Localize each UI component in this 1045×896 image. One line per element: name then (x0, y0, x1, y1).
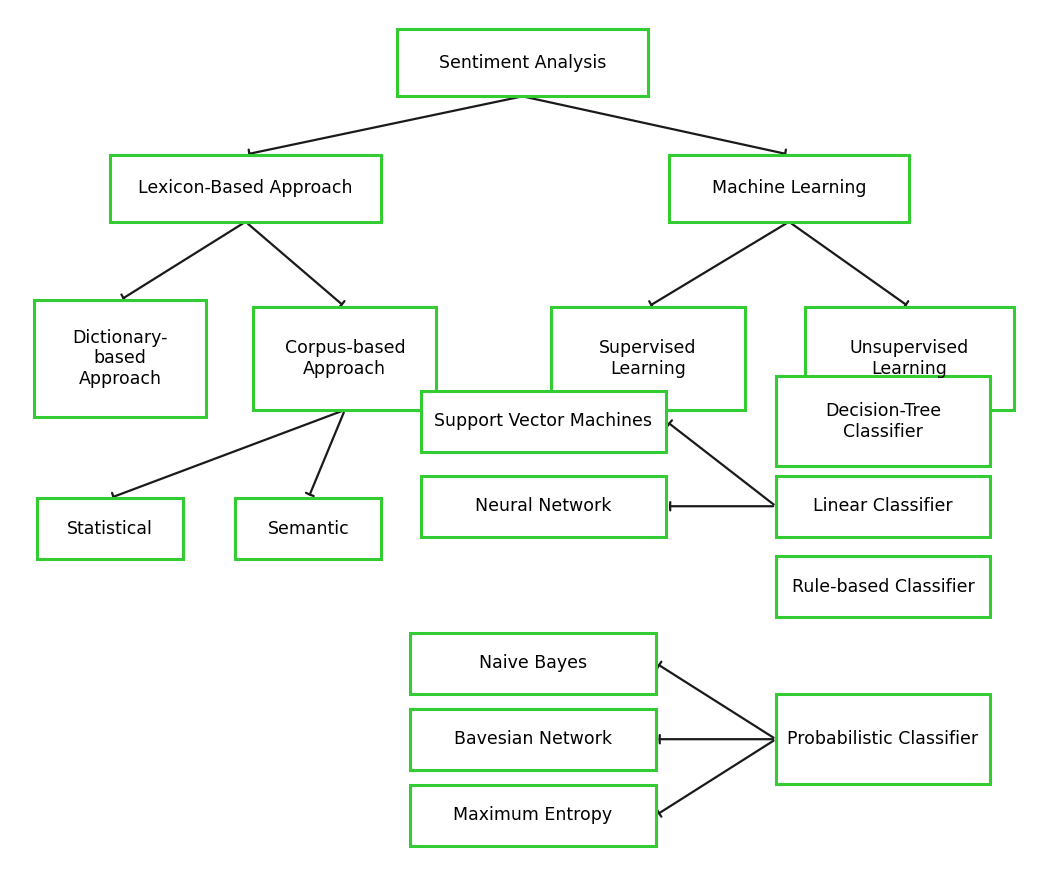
FancyBboxPatch shape (775, 694, 991, 784)
FancyBboxPatch shape (552, 306, 744, 410)
FancyBboxPatch shape (235, 498, 381, 559)
Text: Naive Bayes: Naive Bayes (479, 654, 587, 672)
Text: Corpus-based
Approach: Corpus-based Approach (284, 339, 405, 378)
Text: Supervised
Learning: Supervised Learning (599, 339, 697, 378)
FancyBboxPatch shape (110, 154, 381, 222)
FancyBboxPatch shape (775, 376, 991, 466)
Text: Probabilistic Classifier: Probabilistic Classifier (788, 730, 978, 748)
Text: Sentiment Analysis: Sentiment Analysis (439, 54, 606, 72)
Text: Dictionary-
based
Approach: Dictionary- based Approach (72, 329, 168, 388)
Text: Maximum Entropy: Maximum Entropy (454, 806, 612, 824)
Text: Machine Learning: Machine Learning (712, 179, 866, 197)
FancyBboxPatch shape (410, 633, 656, 694)
Text: Statistical: Statistical (67, 520, 153, 538)
Text: Support Vector Machines: Support Vector Machines (435, 412, 652, 430)
FancyBboxPatch shape (397, 30, 648, 96)
FancyBboxPatch shape (669, 154, 909, 222)
Text: Bavesian Network: Bavesian Network (454, 730, 612, 748)
Text: Semantic: Semantic (268, 520, 349, 538)
Text: Neural Network: Neural Network (475, 497, 611, 515)
FancyBboxPatch shape (410, 785, 656, 846)
FancyBboxPatch shape (33, 300, 207, 417)
FancyBboxPatch shape (805, 306, 1014, 410)
Text: Lexicon-Based Approach: Lexicon-Based Approach (138, 179, 353, 197)
Text: Linear Classifier: Linear Classifier (813, 497, 953, 515)
FancyBboxPatch shape (37, 498, 183, 559)
Text: Unsupervised
Learning: Unsupervised Learning (850, 339, 969, 378)
FancyBboxPatch shape (775, 556, 991, 617)
FancyBboxPatch shape (254, 306, 437, 410)
FancyBboxPatch shape (410, 709, 656, 770)
Text: Decision-Tree
Classifier: Decision-Tree Classifier (825, 401, 942, 441)
FancyBboxPatch shape (775, 476, 991, 537)
FancyBboxPatch shape (420, 476, 667, 537)
FancyBboxPatch shape (420, 391, 667, 452)
Text: Rule-based Classifier: Rule-based Classifier (792, 578, 974, 596)
